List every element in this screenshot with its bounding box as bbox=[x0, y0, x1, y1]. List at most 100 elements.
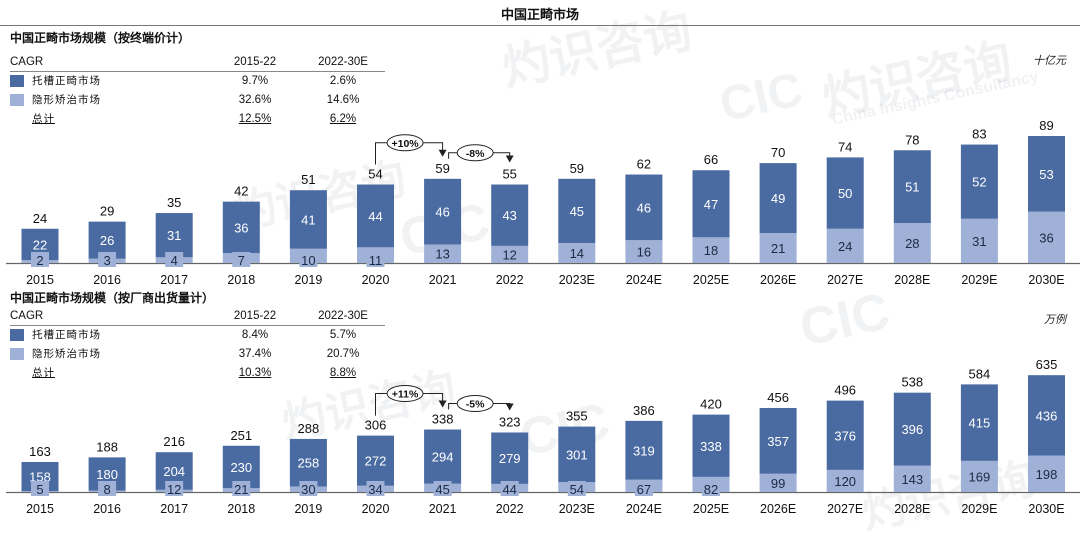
data-label-total: 78 bbox=[905, 132, 919, 147]
legend-swatch-dark bbox=[10, 74, 24, 87]
cagr-value: 10.3% bbox=[238, 367, 272, 379]
data-label-bracket: 46 bbox=[435, 205, 449, 220]
data-label-total: 355 bbox=[566, 409, 588, 424]
data-label-bg bbox=[31, 481, 49, 496]
data-label-total: 216 bbox=[163, 434, 185, 449]
data-label-bg bbox=[567, 481, 586, 496]
bar-aligner-2027E bbox=[826, 228, 864, 263]
data-label-total: 59 bbox=[435, 161, 449, 176]
data-label-aligner: 11 bbox=[369, 253, 383, 268]
x-tick-label: 2018 bbox=[227, 273, 255, 287]
x-tick-label: 2028E bbox=[894, 273, 930, 287]
cagr-header-label: CAGR bbox=[10, 310, 44, 322]
data-label-aligner: 169 bbox=[969, 469, 991, 484]
data-label-aligner: 7 bbox=[238, 253, 245, 268]
bar-aligner-2025E bbox=[692, 237, 730, 263]
bar-aligner-2026E bbox=[759, 233, 797, 263]
cagr-row-aligner: 隐形矫治市场 37.4% 20.7% bbox=[10, 345, 385, 364]
bar-bracket-2027E bbox=[826, 157, 864, 229]
x-tick-label: 2030E bbox=[1028, 273, 1064, 287]
data-label-bracket: 294 bbox=[432, 450, 454, 465]
data-label-aligner: 44 bbox=[502, 482, 516, 497]
data-label-bracket: 41 bbox=[301, 212, 315, 227]
bar-bracket-2022 bbox=[491, 432, 529, 484]
x-tick-label: 2021 bbox=[429, 502, 457, 516]
x-tick-label: 2029E bbox=[961, 273, 997, 287]
x-tick-label: 2019 bbox=[294, 502, 322, 516]
total-label: 总计 bbox=[32, 367, 55, 379]
data-label-aligner: 14 bbox=[570, 246, 584, 261]
legend-label-bracket: 托槽正畸市场 bbox=[32, 75, 101, 87]
cagr-value: 6.2% bbox=[329, 113, 357, 125]
data-label-total: 288 bbox=[298, 421, 320, 436]
growth-badge bbox=[456, 395, 494, 413]
data-label-aligner: 21 bbox=[771, 241, 785, 256]
data-label-bracket: 436 bbox=[1036, 408, 1058, 423]
bar-bracket-2024E bbox=[625, 420, 663, 480]
legend-label-bracket: 托槽正畸市场 bbox=[32, 329, 101, 341]
bar-aligner-2026E bbox=[759, 473, 797, 492]
data-label-bg bbox=[299, 252, 318, 267]
data-label-total: 323 bbox=[499, 414, 521, 429]
growth-arrowhead bbox=[505, 155, 514, 163]
data-label-bracket: 43 bbox=[502, 208, 516, 223]
data-label-bg bbox=[433, 481, 452, 496]
x-tick-label: 2023E bbox=[559, 273, 595, 287]
cagr-value: 32.6% bbox=[238, 94, 272, 106]
data-label-bracket: 51 bbox=[905, 180, 919, 195]
growth-label: -8% bbox=[466, 148, 485, 160]
legend-label-aligner: 隐形矫治市场 bbox=[32, 348, 101, 360]
data-label-bg bbox=[232, 252, 251, 267]
cagr-value: 9.7% bbox=[241, 75, 269, 87]
legend-label-aligner: 隐形矫治市场 bbox=[32, 94, 101, 106]
chart2-unit: 万例 bbox=[1044, 313, 1066, 326]
data-label-aligner: 3 bbox=[103, 253, 110, 268]
x-tick-label: 2027E bbox=[827, 502, 863, 516]
data-label-aligner: 45 bbox=[435, 482, 449, 497]
bar-bracket-2029E bbox=[960, 144, 998, 219]
data-label-total: 66 bbox=[704, 152, 718, 167]
x-tick-label: 2028E bbox=[894, 502, 930, 516]
growth-label: +11% bbox=[392, 389, 419, 401]
data-label-total: 306 bbox=[365, 418, 387, 433]
data-label-total: 420 bbox=[700, 397, 722, 412]
bar-bracket-2029E bbox=[960, 384, 998, 461]
bar-bracket-2028E bbox=[893, 392, 931, 466]
data-label-aligner: 120 bbox=[834, 474, 856, 489]
data-label-aligner: 18 bbox=[704, 243, 718, 258]
x-tick-label: 2026E bbox=[760, 273, 796, 287]
data-label-bracket: 272 bbox=[365, 454, 387, 469]
data-label-total: 89 bbox=[1039, 118, 1053, 133]
data-label-bracket: 319 bbox=[633, 443, 655, 458]
data-label-bracket: 258 bbox=[298, 456, 320, 471]
x-tick-label: 2025E bbox=[693, 502, 729, 516]
cagr-row-total: 总计 10.3% 8.8% bbox=[10, 364, 385, 383]
bar-aligner-2030E bbox=[1028, 211, 1065, 263]
cagr-value: 37.4% bbox=[238, 348, 272, 360]
legend-swatch-light bbox=[10, 347, 24, 360]
data-label-bg bbox=[634, 481, 653, 496]
x-tick-label: 2024E bbox=[626, 273, 662, 287]
bar-bracket-2019 bbox=[289, 190, 327, 249]
bar-aligner-2024E bbox=[625, 240, 663, 263]
data-label-total: 386 bbox=[633, 403, 655, 418]
x-tick-label: 2020 bbox=[362, 502, 390, 516]
data-label-aligner: 12 bbox=[502, 247, 516, 262]
growth-arrowhead bbox=[505, 403, 514, 411]
total-label: 总计 bbox=[32, 113, 55, 125]
data-label-bracket: 46 bbox=[637, 200, 651, 215]
data-label-aligner: 36 bbox=[1039, 230, 1053, 245]
x-tick-label: 2026E bbox=[760, 502, 796, 516]
data-label-total: 55 bbox=[502, 167, 516, 182]
bar-bracket-2019 bbox=[289, 438, 327, 487]
chart1-unit: 十亿元 bbox=[1033, 54, 1066, 67]
cagr-header-label: CAGR bbox=[10, 56, 44, 68]
data-label-bracket: 279 bbox=[499, 451, 521, 466]
data-label-bracket: 52 bbox=[972, 175, 986, 190]
x-tick-label: 2015 bbox=[26, 502, 54, 516]
data-label-total: 188 bbox=[96, 439, 118, 454]
cagr-row-bracket: 托槽正畸市场 9.7% 2.6% bbox=[10, 72, 385, 91]
bar-bracket-2023E bbox=[558, 178, 596, 244]
bar-bracket-2023E bbox=[558, 426, 596, 483]
bar-aligner-2023E bbox=[558, 243, 596, 263]
